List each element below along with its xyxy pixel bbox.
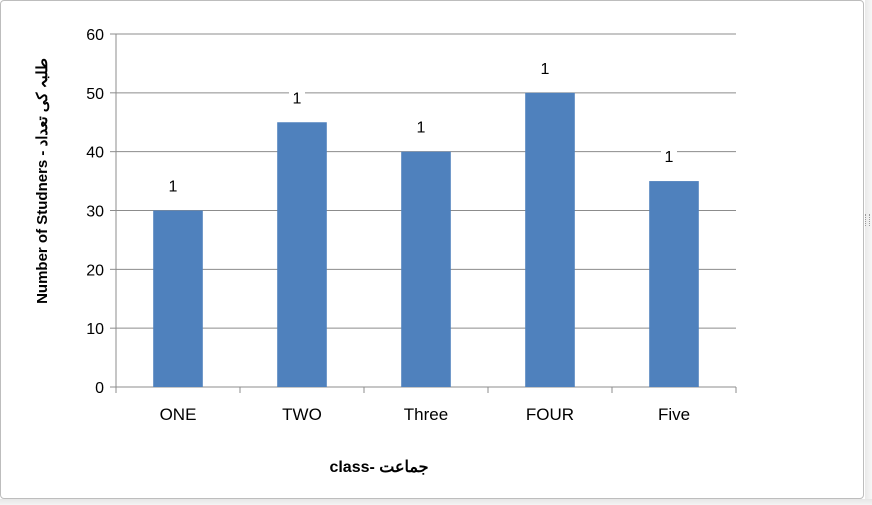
data-label-background — [537, 58, 553, 77]
bar-five — [649, 181, 699, 387]
bar-chart: 1 1 1 1 1 0 10 20 30 40 50 60 ONE TWO Three FOUR Five N… — [34, 27, 737, 476]
bar-three — [401, 151, 451, 387]
bar-four — [525, 92, 575, 387]
data-label-background — [661, 147, 677, 166]
x-tick-label: Three — [404, 405, 448, 424]
x-tick-label: FOUR — [526, 405, 574, 424]
y-tick-label: 20 — [86, 262, 104, 279]
bars — [153, 92, 699, 387]
data-label: 1 — [541, 61, 550, 78]
x-tick-label: Five — [658, 405, 690, 424]
window-right-edge — [865, 0, 872, 505]
data-labels: 1 1 1 1 1 — [165, 58, 677, 196]
data-label: 1 — [293, 90, 302, 107]
bar-two — [277, 122, 327, 387]
x-tick-label: TWO — [282, 405, 322, 424]
y-tick-label: 30 — [86, 204, 104, 221]
y-tick-label: 0 — [95, 380, 104, 397]
data-label-background — [413, 117, 429, 136]
y-tick-label: 10 — [86, 321, 104, 338]
data-label: 1 — [169, 179, 178, 196]
tick-labels: 0 10 20 30 40 50 60 ONE TWO Three FOUR Five — [86, 27, 690, 424]
y-tick-label: 60 — [86, 27, 104, 44]
y-tick-label: 40 — [86, 145, 104, 162]
resize-handle[interactable] — [865, 214, 870, 226]
data-label-background — [165, 176, 181, 195]
chart-frame: 1 1 1 1 1 0 10 20 30 40 50 60 ONE TWO Three FOUR Five N… — [0, 0, 864, 499]
data-label: 1 — [417, 120, 426, 137]
x-axis-title: class- جماعت — [329, 459, 428, 476]
bar-one — [153, 210, 203, 387]
window-bottom-edge — [0, 499, 872, 505]
data-label: 1 — [665, 149, 674, 166]
x-tick-label: ONE — [160, 405, 197, 424]
y-tick-label: 50 — [86, 86, 104, 103]
y-axis-title: Number of Studners - طلبہ کی تعداد — [34, 58, 51, 304]
data-label-background — [289, 88, 305, 107]
